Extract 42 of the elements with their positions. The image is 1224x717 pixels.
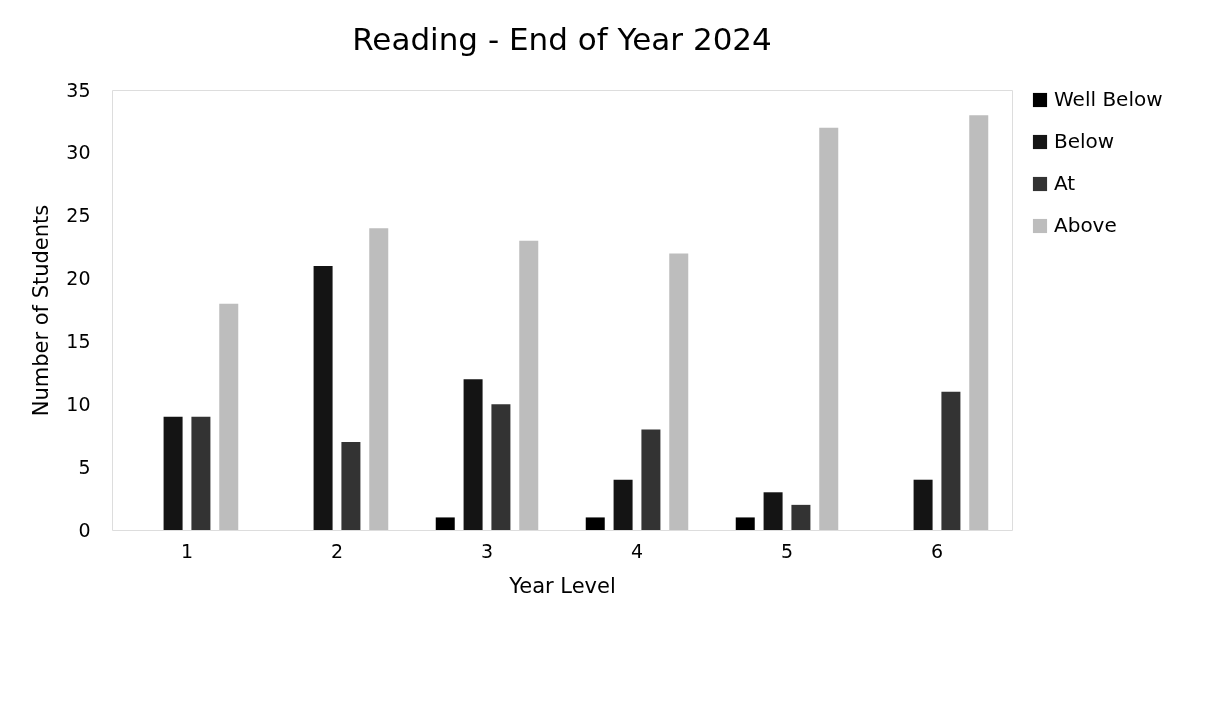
bar bbox=[613, 479, 633, 530]
bar bbox=[819, 127, 839, 530]
bar bbox=[463, 379, 483, 530]
bar bbox=[191, 416, 211, 530]
bar bbox=[491, 404, 511, 530]
y-tick-label: 25 bbox=[66, 204, 91, 227]
y-tick-label: 5 bbox=[78, 455, 91, 478]
bar bbox=[163, 416, 183, 530]
legend-label: Below bbox=[1054, 129, 1115, 153]
y-tick-label: 20 bbox=[66, 267, 91, 290]
x-tick-label: 2 bbox=[330, 539, 344, 562]
bar bbox=[941, 391, 961, 530]
x-tick-label: 6 bbox=[930, 539, 944, 562]
y-tick-label: 15 bbox=[66, 329, 91, 352]
x-tick-label: 5 bbox=[780, 539, 794, 562]
bar bbox=[435, 517, 455, 530]
bar bbox=[791, 504, 811, 530]
x-axis-title: Year Level bbox=[508, 573, 616, 598]
legend-label: At bbox=[1054, 171, 1076, 195]
chart-title: Reading - End of Year 2024 bbox=[352, 21, 772, 57]
bar bbox=[585, 517, 605, 530]
bar bbox=[219, 303, 239, 530]
x-tick-label: 1 bbox=[180, 539, 194, 562]
bar bbox=[369, 228, 389, 530]
bar bbox=[313, 266, 333, 530]
bar bbox=[763, 492, 783, 530]
y-tick-label: 35 bbox=[66, 78, 91, 101]
legend-label: Above bbox=[1054, 213, 1117, 237]
legend-label: Well Below bbox=[1054, 87, 1163, 111]
bar bbox=[519, 240, 539, 530]
bar bbox=[341, 442, 361, 530]
y-tick-label: 0 bbox=[78, 518, 91, 541]
bar bbox=[735, 517, 755, 530]
bar bbox=[669, 253, 689, 530]
y-tick-label: 30 bbox=[66, 141, 91, 164]
bar bbox=[641, 429, 661, 530]
bar bbox=[969, 115, 989, 530]
x-tick-label: 3 bbox=[480, 539, 494, 562]
bar bbox=[913, 479, 933, 530]
x-tick-label: 4 bbox=[630, 539, 644, 562]
y-axis-title: Number of Students bbox=[29, 204, 54, 417]
y-tick-label: 10 bbox=[66, 392, 91, 415]
